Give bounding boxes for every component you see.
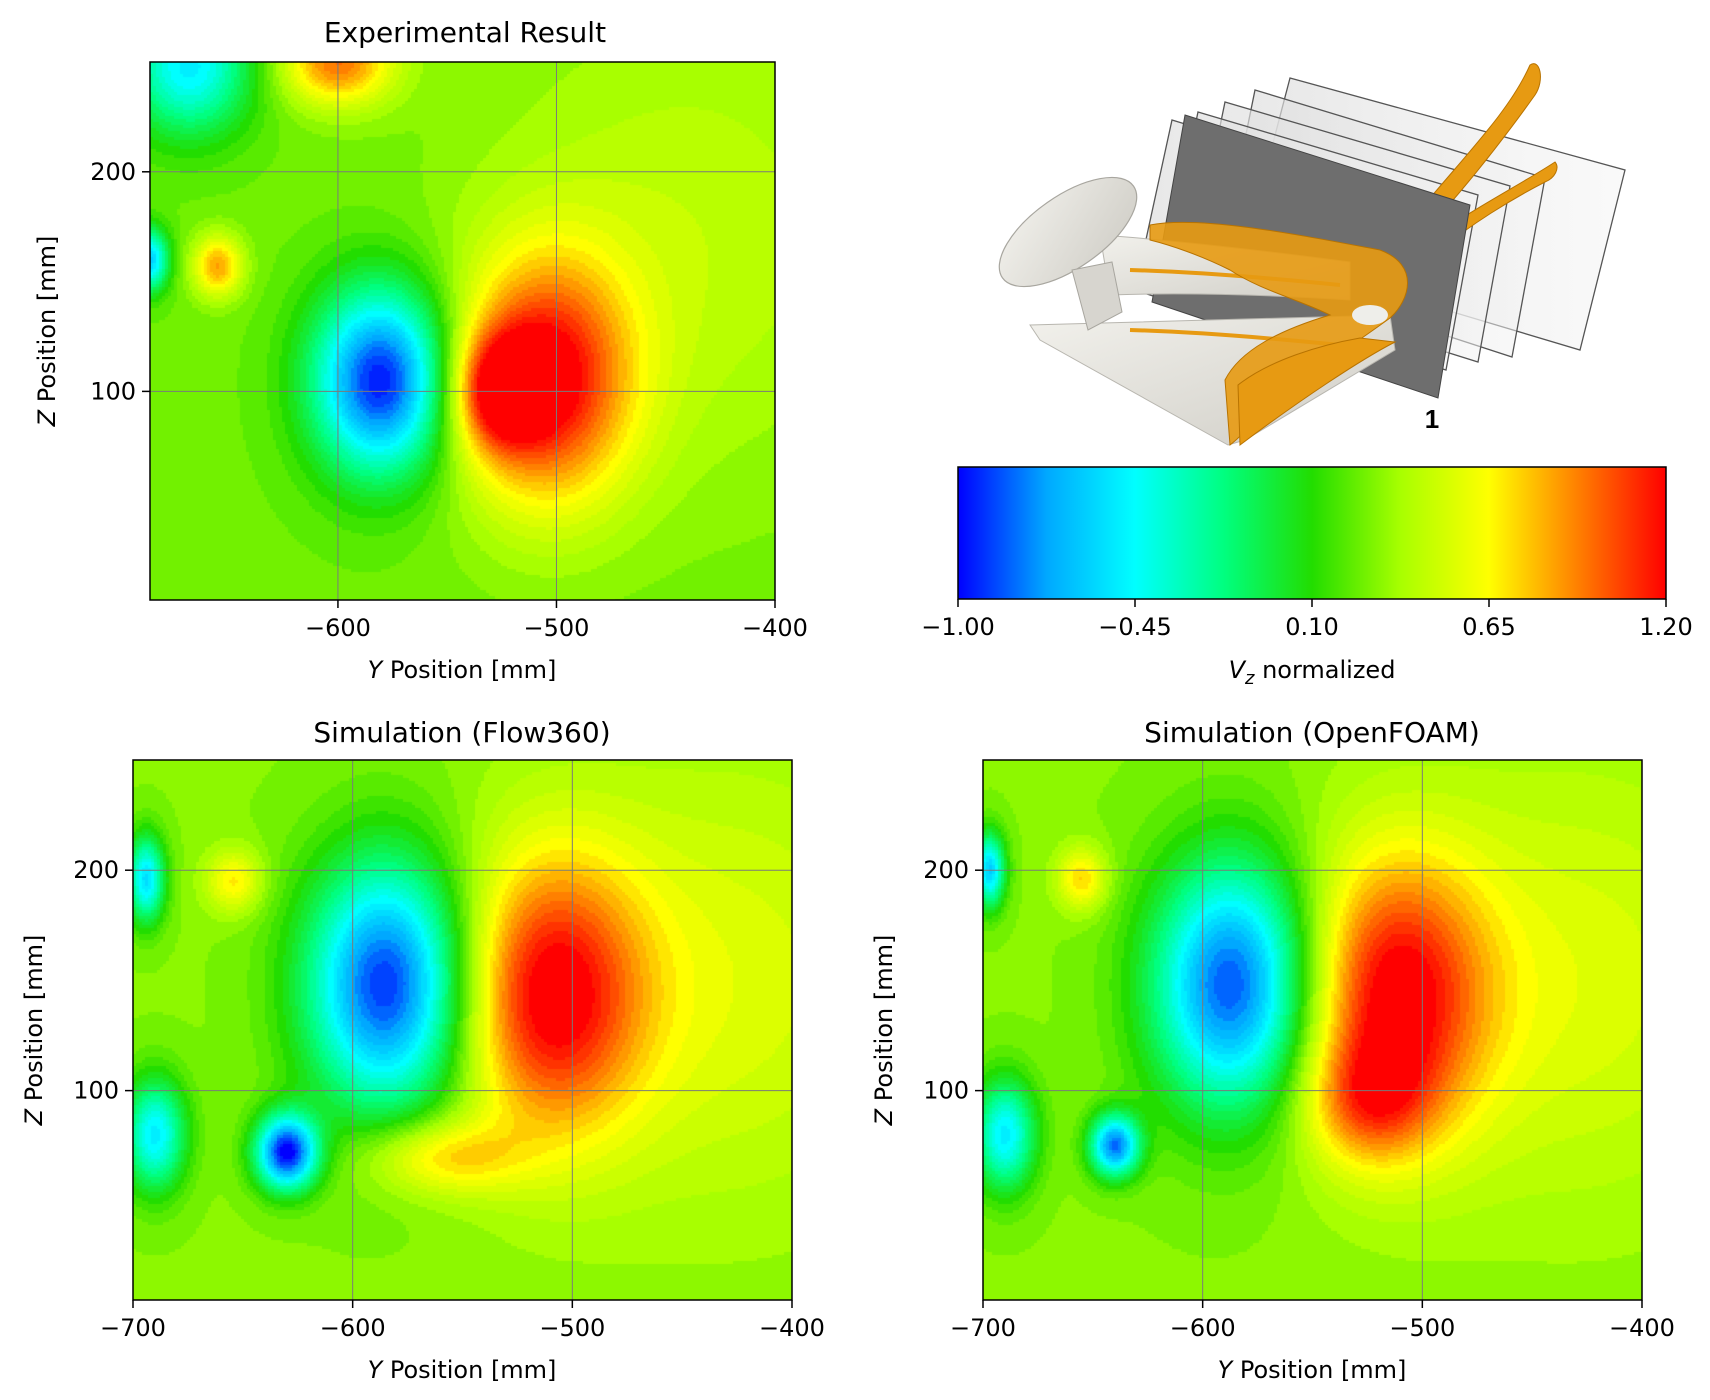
colorbar-tick-label: −1.00 [921, 613, 995, 641]
x-tick-label: −400 [759, 1314, 825, 1342]
x-tick-label: −600 [1170, 1314, 1236, 1342]
colorbar-tick-label: 1.20 [1639, 613, 1692, 641]
axes-frame [132, 759, 793, 1301]
panel-title: Experimental Result [324, 16, 606, 49]
vortex-isosurface [1237, 337, 1397, 446]
axis-ticks: −700 −600 −500 −400 100 200 [73, 856, 825, 1342]
x-tick-label: −600 [320, 1314, 386, 1342]
x-tick-label: −700 [100, 1314, 166, 1342]
x-tick-label: −500 [1389, 1314, 1455, 1342]
support-strut [1071, 261, 1123, 331]
heatmap-canvas [133, 760, 792, 1300]
colorbar-label: Vz normalized [1229, 656, 1396, 689]
heatmap-canvas [150, 62, 775, 600]
colorbar-tick-label: −0.45 [1098, 613, 1172, 641]
colorbar-ticks: −1.00 −0.45 0.10 0.65 1.20 [921, 599, 1693, 641]
x-tick-label: −500 [539, 1314, 605, 1342]
colorbar-tick-label: 0.65 [1462, 613, 1515, 641]
x-axis-label: Y Position [mm] [1218, 1356, 1407, 1384]
x-tick-label: −700 [950, 1314, 1016, 1342]
simulation-flow360-panel: Simulation (Flow360) −700 −600 −500 −400 100… [20, 716, 825, 1384]
wingtip-cap [1352, 305, 1388, 325]
y-axis-label: Z Position [mm] [20, 935, 48, 1127]
heatmap-field [983, 760, 1642, 1300]
heatmap-field [150, 62, 775, 600]
colorbar-gradient [957, 466, 1667, 600]
simulation-openfoam-panel: Simulation (OpenFOAM) −700 −600 −500 −400 10… [870, 716, 1675, 1384]
colorbar-tick-label: 0.10 [1285, 613, 1338, 641]
y-tick-label: 100 [73, 1077, 119, 1105]
y-axis-label: Z Position [mm] [33, 236, 61, 428]
axis-ticks: −700 −600 −500 −400 100 200 [923, 856, 1675, 1342]
x-tick-label: −500 [524, 614, 590, 642]
axes-frame [149, 61, 776, 601]
x-axis-label: Y Position [mm] [368, 1356, 557, 1384]
panel-title: Simulation (OpenFOAM) [1144, 716, 1480, 749]
vortex-isosurface [1419, 63, 1541, 216]
y-tick-label: 200 [90, 158, 136, 186]
endplate-disc [998, 176, 1138, 288]
x-axis-label: Y Position [mm] [368, 656, 557, 684]
endplate-wing-body [998, 176, 1408, 446]
x-tick-label: −400 [742, 614, 808, 642]
axes-frame [982, 759, 1643, 1301]
wing-vortex-diagram: 1 [998, 63, 1626, 446]
heatmap-canvas [983, 760, 1642, 1300]
heatmap-field [133, 760, 792, 1300]
colorbar: −1.00 −0.45 0.10 0.65 1.20 Vz normalized [921, 466, 1693, 689]
plane-number-label: 1 [1425, 404, 1439, 434]
y-tick-label: 200 [73, 856, 119, 884]
panel-title: Simulation (Flow360) [313, 716, 610, 749]
y-tick-label: 100 [90, 377, 136, 405]
y-axis-label: Z Position [mm] [870, 935, 898, 1127]
axis-ticks: −600 −500 −400 100 200 [90, 158, 808, 642]
x-tick-label: −400 [1609, 1314, 1675, 1342]
y-tick-label: 100 [923, 1077, 969, 1105]
x-tick-label: −600 [305, 614, 371, 642]
experimental-result-panel: Experimental Result −600 −500 −400 100 200 Y… [33, 16, 808, 684]
y-tick-label: 200 [923, 856, 969, 884]
